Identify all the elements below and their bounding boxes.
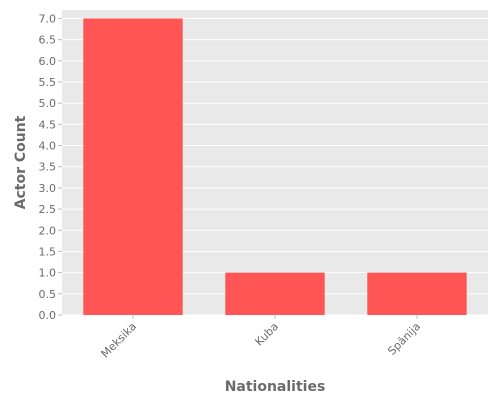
x-axis-ticks: Meksika Kuba Spānija	[99, 315, 423, 361]
y-tick-label: 3.5	[39, 161, 57, 174]
y-tick-label: 1.0	[39, 267, 57, 280]
y-tick-label: 6.0	[39, 55, 57, 68]
x-tick-label: Meksika	[99, 320, 140, 361]
x-axis-title: Nationalities	[225, 379, 326, 395]
y-tick-label: 5.0	[39, 97, 57, 110]
y-tick-label: 0.0	[39, 309, 57, 322]
y-tick-label: 0.5	[39, 288, 57, 301]
bars	[83, 18, 467, 315]
y-tick-label: 5.5	[39, 76, 57, 89]
y-tick-label: 2.5	[39, 203, 57, 216]
y-tick-label: 1.5	[39, 245, 57, 258]
y-tick-label: 3.0	[39, 182, 57, 195]
y-tick-label: 7.0	[39, 12, 57, 25]
y-tick-label: 2.0	[39, 224, 57, 237]
y-tick-label: 4.5	[39, 118, 57, 131]
bar-kuba	[225, 272, 325, 315]
x-tick-label: Kuba	[253, 320, 282, 349]
x-tick-label: Spānija	[385, 320, 423, 358]
bar-meksika	[83, 18, 183, 315]
bar-spānija	[367, 272, 467, 315]
y-axis-title: Actor Count	[13, 115, 29, 209]
y-tick-label: 4.0	[39, 140, 57, 153]
y-axis-ticks: 0.0 0.5 1.0 1.5 2.0 2.5 3.0 3.5 4.0 4.5 5.0 5.5 6.0 6…	[39, 12, 62, 322]
y-tick-label: 6.5	[39, 34, 57, 47]
